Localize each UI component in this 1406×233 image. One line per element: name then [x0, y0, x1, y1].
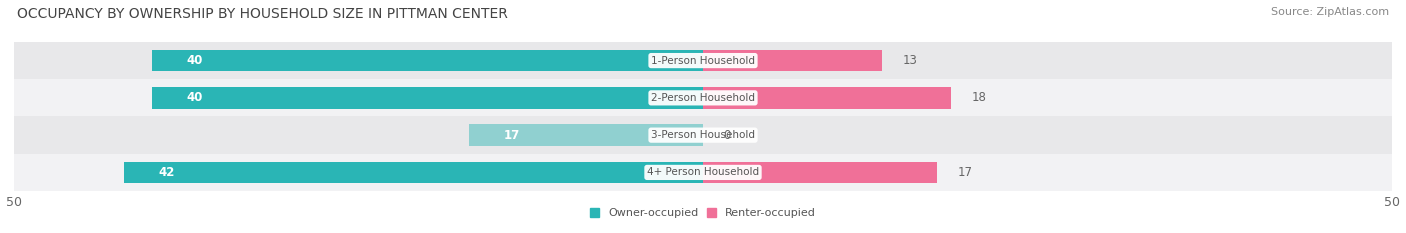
- Bar: [703, 162, 938, 183]
- Text: 3-Person Household: 3-Person Household: [651, 130, 755, 140]
- Bar: [14, 154, 1392, 191]
- Text: Source: ZipAtlas.com: Source: ZipAtlas.com: [1271, 7, 1389, 17]
- Text: 17: 17: [503, 129, 519, 142]
- Text: 18: 18: [972, 91, 987, 104]
- Text: 13: 13: [903, 54, 918, 67]
- Bar: [14, 79, 1392, 116]
- Text: 42: 42: [159, 166, 176, 179]
- Bar: [14, 116, 1392, 154]
- Bar: [703, 50, 882, 71]
- Bar: [468, 124, 703, 146]
- Text: 1-Person Household: 1-Person Household: [651, 56, 755, 65]
- Text: 17: 17: [957, 166, 973, 179]
- Text: 2-Person Household: 2-Person Household: [651, 93, 755, 103]
- Text: 40: 40: [186, 54, 202, 67]
- Text: 0: 0: [724, 129, 731, 142]
- Text: 40: 40: [186, 91, 202, 104]
- Text: 4+ Person Household: 4+ Person Household: [647, 168, 759, 177]
- Text: OCCUPANCY BY OWNERSHIP BY HOUSEHOLD SIZE IN PITTMAN CENTER: OCCUPANCY BY OWNERSHIP BY HOUSEHOLD SIZE…: [17, 7, 508, 21]
- Bar: [124, 162, 703, 183]
- Bar: [152, 50, 703, 71]
- Legend: Owner-occupied, Renter-occupied: Owner-occupied, Renter-occupied: [591, 208, 815, 218]
- Bar: [14, 42, 1392, 79]
- Bar: [152, 87, 703, 109]
- Bar: [703, 87, 950, 109]
